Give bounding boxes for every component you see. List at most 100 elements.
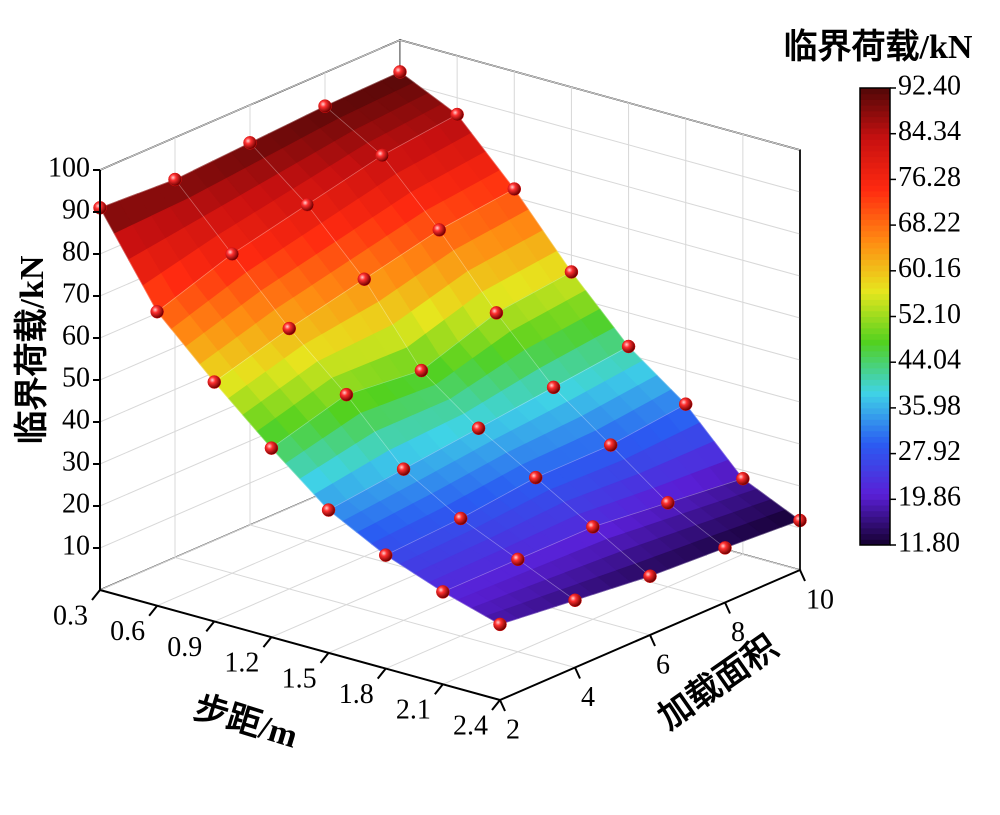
data-point xyxy=(489,306,504,320)
x-tick xyxy=(205,620,216,633)
data-point xyxy=(643,569,657,583)
colorbar-cell xyxy=(860,121,890,129)
colorbar-cell xyxy=(860,87,890,95)
colorbar-cell xyxy=(860,470,890,477)
data-point xyxy=(264,441,279,455)
colorbar-cell xyxy=(860,367,890,375)
colorbar-cell xyxy=(860,241,890,249)
colorbar-cell xyxy=(860,190,890,198)
y-tick xyxy=(574,667,581,679)
surface-patch xyxy=(610,403,744,504)
data-point xyxy=(150,304,164,319)
data-point xyxy=(568,593,582,608)
z-tick-label: 60 xyxy=(62,320,90,351)
y-tick-label: 10 xyxy=(806,584,834,615)
y-tick-label: 2 xyxy=(506,714,520,745)
data-point xyxy=(207,375,222,389)
surface-patch xyxy=(384,518,519,593)
colorbar-cell xyxy=(860,441,890,449)
colorbar-cell xyxy=(860,178,890,186)
surface-patch xyxy=(381,113,515,231)
z-tick-label: 90 xyxy=(62,194,90,225)
surface-patch xyxy=(306,154,440,280)
z-tick-label: 40 xyxy=(62,404,90,435)
colorbar-cell xyxy=(860,458,890,466)
surface-patch xyxy=(438,188,573,314)
colorbar-cell xyxy=(860,116,890,123)
colorbar-tick-label: 44.04 xyxy=(898,345,961,376)
colorbar-cell xyxy=(860,104,890,112)
colorbar-cell xyxy=(860,395,890,403)
data-point xyxy=(718,541,732,555)
colorbar-tick-label: 11.80 xyxy=(898,527,960,558)
colorbar-cell xyxy=(860,418,890,426)
x-tick-label: 2.4 xyxy=(453,710,488,741)
colorbar-cell xyxy=(860,270,890,278)
x-tick-label: 0.3 xyxy=(53,600,88,631)
colorbar-cell xyxy=(860,481,890,489)
colorbar-cell xyxy=(860,304,890,312)
colorbar-cell xyxy=(860,144,890,152)
data-point xyxy=(453,511,468,526)
colorbar-tick-label: 84.34 xyxy=(898,116,961,147)
x-tick xyxy=(376,667,387,680)
data-point xyxy=(375,148,389,163)
data-point xyxy=(225,247,239,261)
x-tick-label: 0.6 xyxy=(110,616,145,647)
x-tick-label: 0.9 xyxy=(167,632,202,663)
data-point xyxy=(243,136,257,150)
surface-patch xyxy=(345,370,480,470)
data-point xyxy=(339,387,354,402)
colorbar-cell xyxy=(860,167,890,175)
colorbar-cell xyxy=(860,293,890,300)
data-point xyxy=(357,272,372,286)
data-point xyxy=(528,470,543,485)
x-tick xyxy=(91,589,101,601)
y-tick xyxy=(649,634,656,647)
colorbar-cell xyxy=(860,407,890,415)
colorbar-cell xyxy=(860,316,890,323)
colorbar-tick-label: 76.28 xyxy=(898,162,961,193)
y-tick xyxy=(499,699,506,712)
data-point xyxy=(621,339,636,354)
data-point xyxy=(436,585,450,599)
data-point xyxy=(396,462,411,476)
data-point xyxy=(564,265,579,279)
colorbar-cell xyxy=(860,338,890,346)
colorbar-cell xyxy=(860,93,890,100)
colorbar-cell xyxy=(860,487,890,495)
y-tick-label: 8 xyxy=(731,617,745,648)
x-tick xyxy=(319,652,330,664)
colorbar-cell xyxy=(860,161,890,169)
y-tick xyxy=(724,602,731,614)
colorbar-cell xyxy=(860,298,890,306)
surface-patch xyxy=(288,278,423,396)
colorbar-cell xyxy=(860,493,890,500)
z-tick-label: 100 xyxy=(48,152,90,183)
surface-patch xyxy=(420,312,555,429)
surface-patch xyxy=(363,229,497,372)
colorbar-tick-label: 35.98 xyxy=(898,390,961,421)
colorbar-cell xyxy=(860,133,890,140)
colorbar-cell xyxy=(860,504,890,512)
data-point xyxy=(450,107,464,122)
colorbar-tick-label: 92.40 xyxy=(898,70,961,101)
z-tick-label: 80 xyxy=(62,236,90,267)
colorbar-title: 临界荷载/kN xyxy=(784,28,973,66)
colorbar-cell xyxy=(860,173,890,180)
colorbar-cell xyxy=(860,247,890,255)
colorbar-cell xyxy=(860,378,890,386)
data-point xyxy=(471,421,486,436)
colorbar-cell xyxy=(860,258,890,266)
colorbar-cell xyxy=(860,138,890,146)
x-tick-label: 1.5 xyxy=(282,663,317,694)
surface-patch xyxy=(249,105,383,206)
colorbar-cell xyxy=(860,435,890,443)
y-tick-label: 4 xyxy=(581,682,595,713)
colorbar-cell xyxy=(860,196,890,203)
colorbar-cell xyxy=(860,321,890,329)
x-tick xyxy=(491,699,501,711)
colorbar-cell xyxy=(860,521,890,529)
data-point xyxy=(586,520,600,534)
